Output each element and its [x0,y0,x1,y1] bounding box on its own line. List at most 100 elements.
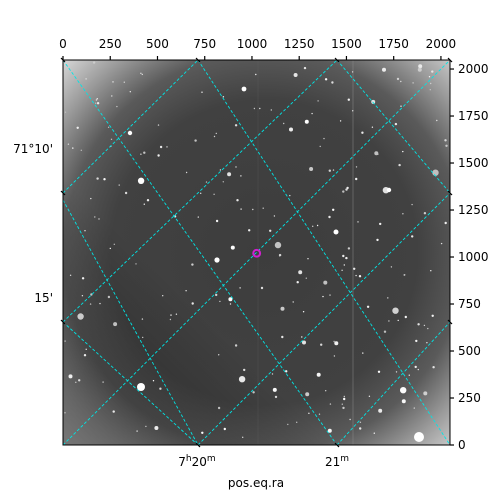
star [429,89,431,91]
star [361,131,364,134]
star [319,145,321,148]
star [157,124,160,126]
star [283,122,285,125]
bottom-ra-axis: 7h20m 21m pos.eq.ra [178,454,349,490]
star [390,266,393,268]
bottom-axis-label: pos.eq.ra [228,476,284,490]
star [240,175,242,177]
star [285,370,288,373]
star [75,381,77,383]
star [289,194,291,197]
top-tick-label: 0 [59,37,67,51]
grid-line [63,321,199,445]
star [94,216,96,218]
star [129,91,131,93]
star [213,193,215,195]
star [239,287,241,289]
star [175,313,178,315]
grid-line [336,60,450,194]
right-tick-label: 500 [458,344,481,358]
star [205,181,208,183]
grid-edge-tick [60,190,66,196]
star [388,320,390,322]
star [347,247,351,250]
bright-star [214,257,220,263]
star [136,430,138,432]
star [219,300,221,303]
star [107,295,111,299]
star [331,81,334,84]
star [194,139,197,142]
star [68,374,73,379]
star [222,96,225,98]
star [99,302,101,305]
star [110,138,113,140]
star [240,208,242,210]
star [215,293,218,297]
star [191,263,194,266]
star [159,387,162,390]
star [341,403,343,405]
star [112,81,114,83]
star [252,391,255,394]
star [329,294,331,296]
star [339,120,342,122]
star [430,82,432,85]
right-tick-label: 0 [458,438,466,452]
star [316,372,321,377]
star [412,82,414,84]
star [296,281,299,284]
grid-line [63,60,338,445]
star [355,274,357,277]
star [400,105,402,107]
star [403,274,405,276]
star [72,147,74,149]
star [81,295,84,297]
star [213,135,216,138]
star [430,270,432,272]
star [349,418,351,421]
star [418,64,423,69]
grid-line [63,60,199,194]
star [305,277,307,279]
star [201,431,204,434]
star [281,335,284,339]
star [169,318,172,321]
plot-area [63,60,450,445]
star [396,77,400,81]
star [253,107,256,110]
star [316,224,319,227]
star [292,301,294,303]
star [417,368,419,371]
star [234,124,238,127]
top-tick-label: 250 [99,37,122,51]
star [215,219,219,223]
star [329,403,332,405]
star [77,313,84,320]
grid-edge-tick [60,57,66,63]
star [102,381,104,383]
star [383,330,387,333]
star [357,221,359,223]
grid-edge-tick [334,57,340,63]
star [402,150,404,153]
right-tick-label: 1750 [458,109,489,123]
star [408,374,410,376]
star [368,395,371,397]
star [308,412,310,414]
star-field [64,61,448,442]
star [343,395,345,398]
star [378,408,383,413]
star [373,432,375,434]
star [230,245,235,250]
star [431,314,434,317]
star [242,436,244,438]
star [362,352,364,354]
star [255,73,257,76]
star [355,166,358,168]
star [376,238,379,242]
star [303,66,307,70]
grid-line [336,321,450,445]
star [401,399,406,404]
star [327,428,332,433]
